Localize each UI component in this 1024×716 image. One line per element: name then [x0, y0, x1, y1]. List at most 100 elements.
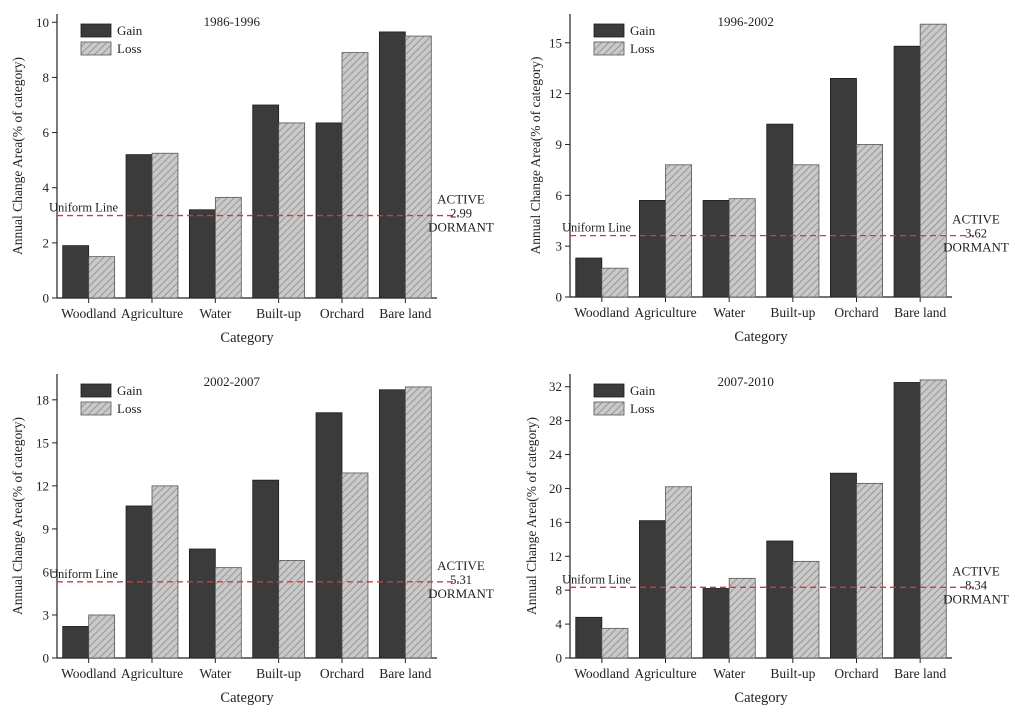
x-tick-label: Built-up [256, 666, 301, 681]
legend-loss-swatch [593, 401, 625, 416]
bar-loss-water [728, 577, 756, 659]
dormant-label: DORMANT [943, 591, 1009, 606]
active-label: ACTIVE [437, 192, 485, 207]
uniform-value-label: 5.31 [450, 573, 472, 587]
x-tick-label: Woodland [61, 666, 116, 681]
legend-loss-swatch [593, 41, 625, 56]
y-tick-label: 0 [43, 651, 50, 666]
x-tick-label: Agriculture [634, 305, 696, 320]
bar-gain-woodland [575, 257, 603, 298]
chart-title: 1996-2002 [718, 14, 774, 29]
legend-gain-swatch [80, 23, 112, 38]
y-tick-label: 3 [556, 239, 563, 254]
y-tick-label: 20 [549, 481, 562, 496]
legend-gain-label: Gain [630, 23, 656, 38]
bar-loss-woodland [601, 627, 629, 659]
uniform-value-label: 2.99 [450, 207, 472, 221]
legend-loss-swatch [80, 401, 112, 416]
chart-title: 2007-2010 [718, 374, 774, 389]
x-tick-label: Woodland [574, 305, 629, 320]
x-tick-label: Woodland [61, 306, 116, 321]
bar-gain-orchard [315, 412, 343, 659]
x-tick-label: Built-up [256, 306, 301, 321]
bar-loss-woodland [88, 614, 116, 659]
y-axis-label: Annual Change Area(% of category) [528, 57, 543, 255]
bar-loss-bare-land [919, 379, 947, 659]
y-tick-label: 0 [556, 651, 563, 666]
dormant-label: DORMANT [428, 220, 494, 235]
y-tick-label: 0 [43, 291, 50, 306]
active-label: ACTIVE [437, 558, 485, 573]
chart-panel-1: 0 2 4 6 8 10 Woodland Agriculture Water Built-up O… [10, 14, 494, 346]
y-tick-label: 3 [43, 607, 50, 622]
legend-gain-label: Gain [630, 383, 656, 398]
x-tick-label: Water [713, 305, 745, 320]
bar-gain-bare-land [893, 382, 921, 659]
legend-loss-label: Loss [117, 401, 142, 416]
bar-loss-bare-land [404, 35, 432, 299]
bar-gain-water [188, 209, 216, 299]
x-axis-label: Category [734, 329, 788, 345]
bar-gain-orchard [829, 77, 857, 298]
x-tick-label: Bare land [379, 666, 431, 681]
bar-loss-built-up [792, 560, 820, 659]
x-tick-label: Agriculture [634, 666, 696, 681]
y-tick-label: 12 [549, 86, 562, 101]
uniform-line-label: Uniform Line [49, 567, 119, 581]
bar-gain-built-up [766, 123, 794, 298]
x-axis-label: Category [220, 330, 274, 346]
bar-gain-agriculture [638, 520, 666, 659]
chart-title: 1986-1996 [204, 14, 261, 29]
legend-gain-swatch [593, 383, 625, 398]
legend-gain-label: Gain [117, 23, 143, 38]
y-axis-label: Annual Change Area(% of category) [524, 417, 539, 615]
y-tick-label: 16 [549, 515, 563, 530]
y-tick-label: 2 [43, 235, 50, 250]
bar-loss-water [728, 198, 756, 298]
bar-gain-woodland [575, 616, 603, 659]
chart-panel-2: 0 3 6 9 12 15 Woodland Agriculture Water Built-up… [528, 14, 1009, 345]
x-tick-label: Woodland [574, 666, 629, 681]
bar-loss-agriculture [151, 485, 179, 659]
y-tick-label: 15 [549, 35, 562, 50]
x-tick-label: Water [199, 306, 231, 321]
legend-gain-swatch [80, 383, 112, 398]
x-tick-label: Orchard [320, 306, 364, 321]
bar-gain-built-up [766, 540, 794, 659]
x-tick-label: Water [199, 666, 231, 681]
x-tick-label: Bare land [379, 306, 431, 321]
y-tick-label: 9 [43, 521, 50, 536]
x-tick-label: Orchard [320, 666, 364, 681]
bar-gain-built-up [252, 479, 280, 659]
bar-gain-orchard [315, 122, 343, 299]
uniform-line-label: Uniform Line [562, 221, 632, 235]
y-tick-label: 9 [556, 137, 563, 152]
bar-gain-bare-land [378, 31, 406, 299]
bar-loss-built-up [792, 164, 820, 298]
uniform-line-label: Uniform Line [562, 572, 632, 586]
legend-loss-label: Loss [117, 41, 142, 56]
bar-gain-bare-land [378, 389, 406, 659]
bar-loss-water [214, 196, 242, 299]
y-tick-label: 32 [549, 379, 562, 394]
x-axis-label: Category [734, 690, 788, 706]
x-tick-label: Built-up [770, 666, 815, 681]
y-tick-label: 8 [556, 583, 563, 598]
y-tick-label: 4 [43, 180, 50, 195]
uniform-value-label: 8.34 [965, 578, 988, 592]
bar-gain-woodland [62, 626, 90, 659]
y-tick-label: 28 [549, 413, 562, 428]
y-tick-label: 24 [549, 447, 563, 462]
bar-gain-water [702, 200, 730, 298]
y-tick-label: 0 [556, 290, 563, 305]
bar-loss-orchard [856, 144, 884, 298]
chart-title: 2002-2007 [204, 374, 261, 389]
y-tick-label: 12 [36, 478, 49, 493]
bar-loss-built-up [278, 122, 306, 299]
x-tick-label: Water [713, 666, 745, 681]
chart-panel-4: 0 4 8 12 16 20 24 28 32 Woodland Agriculture Water B… [524, 374, 1009, 706]
y-tick-label: 6 [556, 188, 563, 203]
dormant-label: DORMANT [943, 240, 1009, 255]
bar-gain-agriculture [125, 154, 153, 299]
y-tick-label: 6 [43, 564, 50, 579]
